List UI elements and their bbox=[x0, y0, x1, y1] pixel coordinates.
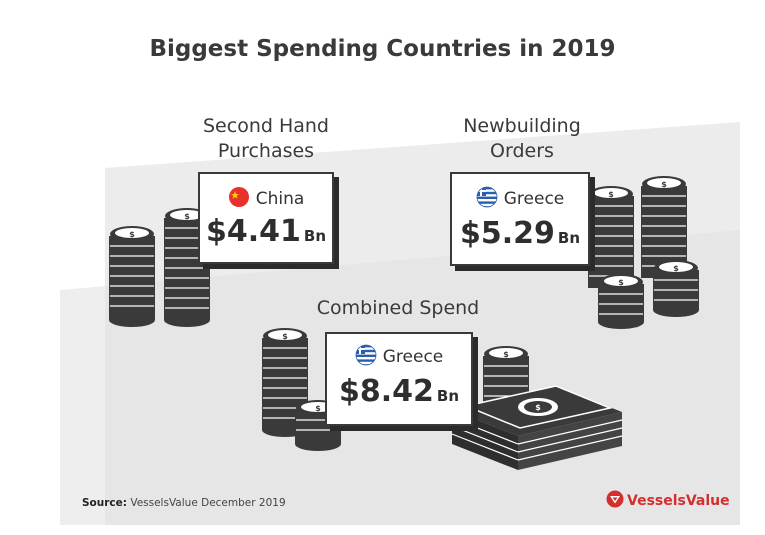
amount-value: $4.41 Bn bbox=[200, 214, 332, 249]
second-hand-heading: Second Hand Purchases bbox=[176, 114, 356, 164]
china-flag-icon bbox=[228, 187, 249, 207]
greece-flag-icon bbox=[476, 186, 498, 208]
amount-unit: Bn bbox=[436, 387, 460, 405]
vesselsvalue-logo: VesselsValue bbox=[606, 490, 730, 512]
amount-unit: Bn bbox=[557, 229, 581, 247]
combined-card: Greece $8.42 Bn bbox=[325, 332, 473, 426]
source-text: VesselsValue December 2019 bbox=[130, 497, 286, 509]
country-row: Greece bbox=[327, 344, 471, 367]
source-note: Source: VesselsValue December 2019 bbox=[82, 497, 286, 509]
country-row: Greece bbox=[452, 186, 588, 209]
heading-line: Orders bbox=[490, 140, 554, 162]
coin-stack-icon bbox=[598, 274, 644, 329]
vesselsvalue-logo-icon bbox=[606, 490, 624, 508]
amount-number: $8.42 bbox=[338, 374, 434, 409]
country-name: Greece bbox=[382, 347, 444, 367]
greece-flag-icon bbox=[355, 344, 377, 366]
svg-text:$: $ bbox=[535, 403, 541, 412]
amount-number: $5.29 bbox=[459, 216, 555, 251]
country-name: Greece bbox=[503, 189, 565, 209]
heading-line: Purchases bbox=[217, 140, 315, 162]
heading-line: Second Hand bbox=[203, 115, 329, 137]
amount-number: $4.41 bbox=[205, 214, 301, 249]
heading-line: Combined Spend bbox=[316, 297, 480, 319]
country-name: China bbox=[255, 189, 305, 209]
newbuilding-card: Greece $5.29 Bn bbox=[450, 172, 590, 266]
amount-value: $8.42 Bn bbox=[327, 374, 471, 409]
coin-stack-icon bbox=[588, 186, 634, 288]
logo-text: VesselsValue bbox=[627, 493, 730, 509]
amount-value: $5.29 Bn bbox=[452, 216, 588, 251]
amount-unit: Bn bbox=[303, 227, 327, 245]
page-title: Biggest Spending Countries in 2019 bbox=[149, 36, 616, 62]
country-row: China bbox=[200, 186, 332, 209]
coin-stack-icon bbox=[109, 226, 155, 327]
second-hand-card: China $4.41 Bn bbox=[198, 172, 334, 264]
coin-stack-icon bbox=[653, 260, 699, 317]
source-label: Source: bbox=[82, 497, 127, 509]
combined-heading: Combined Spend bbox=[298, 296, 498, 321]
heading-line: Newbuilding bbox=[463, 115, 581, 137]
newbuilding-heading: Newbuilding Orders bbox=[432, 114, 612, 164]
